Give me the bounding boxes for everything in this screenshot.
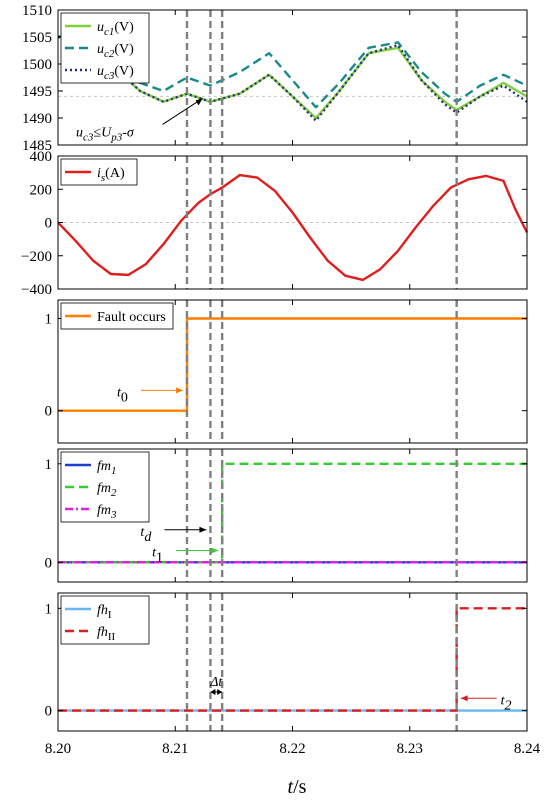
y-tick-label: 0 — [45, 404, 53, 420]
marker-t0: t0 — [117, 385, 183, 405]
delta-t-annotation: Δt — [209, 675, 223, 695]
legend: fhI fhII — [60, 595, 150, 645]
marker-arrowhead — [199, 526, 207, 533]
y-tick-label: 200 — [30, 182, 53, 198]
y-tick-label: 1 — [45, 601, 53, 617]
panel-voltage: 1485 1490 1495 1500 1505 1510 uc1(V) uc2(V) uc3(… — [22, 3, 528, 154]
y-tick-label: 1490 — [22, 111, 52, 127]
y-tick-label: 0 — [45, 704, 53, 720]
panels-group: 1485 1490 1495 1500 1505 1510 uc1(V) uc2(V) uc3(… — [21, 3, 529, 732]
x-tick-label: 8.20 — [45, 741, 71, 757]
series-line-fm2 — [58, 462, 527, 564]
marker-arrowhead — [211, 547, 219, 554]
legend: Fault occurs — [60, 302, 174, 330]
x-tick-label: 8.24 — [514, 741, 541, 757]
y-tick-label: 1510 — [22, 3, 52, 19]
panel-fault: 0 1 Fault occurs t0 — [45, 299, 528, 444]
legend-label-fault: Fault occurs — [97, 310, 166, 325]
legend-label-uc1: uc1(V) — [97, 20, 134, 38]
y-tick-label: 1505 — [22, 30, 52, 46]
y-tick-label: 0 — [45, 555, 53, 571]
marker-arrowhead — [175, 387, 183, 394]
annotation-arrow — [162, 97, 203, 125]
panel-fh: 0 1 fhI fhII t2 Δt — [45, 592, 528, 732]
legend: fm1 fm2 fm3 — [60, 451, 150, 523]
marker-t2: t2 — [460, 693, 512, 713]
y-tick-label: 0 — [45, 216, 53, 232]
legend-label-uc2: uc2(V) — [97, 42, 134, 60]
legend-box — [60, 451, 150, 523]
x-tick-label: 8.21 — [162, 741, 188, 757]
delta-t-arrowhead — [210, 689, 216, 695]
series-line-fault — [58, 317, 527, 412]
x-axis: 8.20 8.21 8.22 8.23 8.24 — [45, 741, 541, 757]
x-tick-label: 8.22 — [279, 741, 305, 757]
delta-t-arrowhead — [217, 689, 223, 695]
legend-label-uc3: uc3(V) — [97, 64, 134, 82]
legend-label-fh2: fhII — [97, 625, 116, 643]
legend-box — [60, 12, 150, 84]
legend: is(A) — [60, 158, 138, 186]
legend-label-fh1: fhI — [97, 603, 112, 621]
annotation-label: uc3≤Up3-σ — [76, 125, 135, 143]
marker-label: t1 — [152, 545, 163, 565]
x-axis-label: t/s — [288, 776, 307, 798]
marker-arrowhead — [460, 695, 468, 702]
legend-label-is: is(A) — [97, 166, 125, 184]
legend: uc1(V) uc2(V) uc3(V) — [60, 12, 150, 84]
marker-label: t2 — [501, 693, 512, 713]
y-tick-label: 1495 — [22, 84, 52, 100]
legend-box — [60, 595, 150, 645]
annotation-arrowhead — [195, 98, 203, 106]
y-tick-label: 1 — [45, 311, 53, 327]
marker-t1: t1 — [152, 545, 219, 565]
x-tick-label: 8.23 — [397, 741, 423, 757]
y-tick-label: −200 — [21, 249, 52, 265]
y-tick-label: 1500 — [22, 57, 52, 73]
marker-td: td — [140, 525, 207, 545]
legend-label-fm2: fm2 — [97, 481, 117, 499]
legend-label-fm1: fm1 — [97, 459, 117, 477]
marker-label: td — [140, 525, 152, 545]
y-tick-label: 400 — [30, 149, 53, 165]
y-tick-label: −400 — [21, 282, 52, 298]
y-tick-label: 1 — [45, 457, 53, 473]
delta-t-label: Δt — [209, 675, 223, 690]
marker-label: t0 — [117, 385, 128, 405]
y-tick-label: 1485 — [22, 138, 52, 154]
panel-current: −400 −200 0 200 400 is(A) — [21, 149, 529, 298]
legend-label-fm3: fm3 — [97, 503, 117, 521]
